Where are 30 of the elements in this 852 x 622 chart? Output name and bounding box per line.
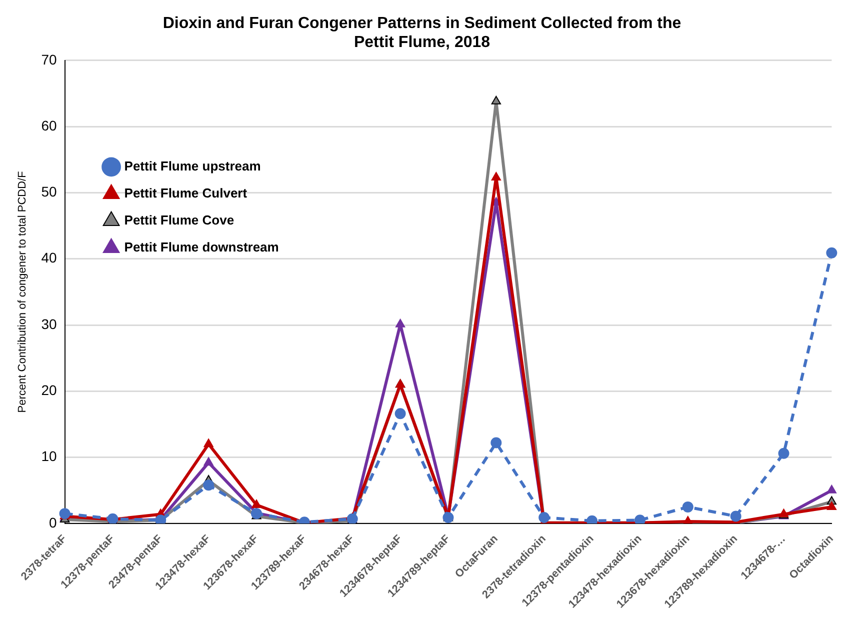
y-tick-label: 40 bbox=[41, 250, 57, 266]
y-tick-label: 30 bbox=[41, 316, 57, 332]
y-axis-title: Percent Contribution of congener to total PCDD/F bbox=[16, 170, 29, 413]
point bbox=[682, 501, 694, 512]
point bbox=[204, 438, 214, 448]
point bbox=[491, 96, 501, 104]
point bbox=[394, 408, 406, 420]
y-tick-label: 70 bbox=[41, 51, 57, 68]
y-tick-label: 20 bbox=[41, 382, 57, 398]
point bbox=[395, 318, 406, 328]
point bbox=[252, 499, 262, 508]
point bbox=[778, 448, 790, 459]
point bbox=[490, 437, 502, 448]
point bbox=[730, 510, 742, 522]
y-tick-label: 50 bbox=[41, 184, 57, 200]
legend-label: Pettit Flume Cove bbox=[124, 212, 234, 228]
point bbox=[204, 457, 214, 466]
chart-title: Dioxin and Furan Congener Patterns in Sediment Collected from the Pettit Flume, 2018 bbox=[162, 15, 682, 52]
point bbox=[826, 501, 836, 510]
y-tick-label: 60 bbox=[41, 117, 57, 134]
point bbox=[203, 480, 214, 491]
point bbox=[826, 484, 836, 494]
legend-label: Pettit Flume downstream bbox=[124, 239, 279, 254]
y-tick-label: 0 bbox=[48, 514, 57, 530]
point bbox=[491, 172, 501, 180]
point bbox=[538, 512, 550, 524]
legend-label: Pettit Flume upstream bbox=[124, 158, 261, 174]
y-tick-label: 10 bbox=[41, 448, 57, 464]
point bbox=[826, 247, 838, 258]
legend-label: Pettit Flume Culvert bbox=[124, 185, 248, 200]
